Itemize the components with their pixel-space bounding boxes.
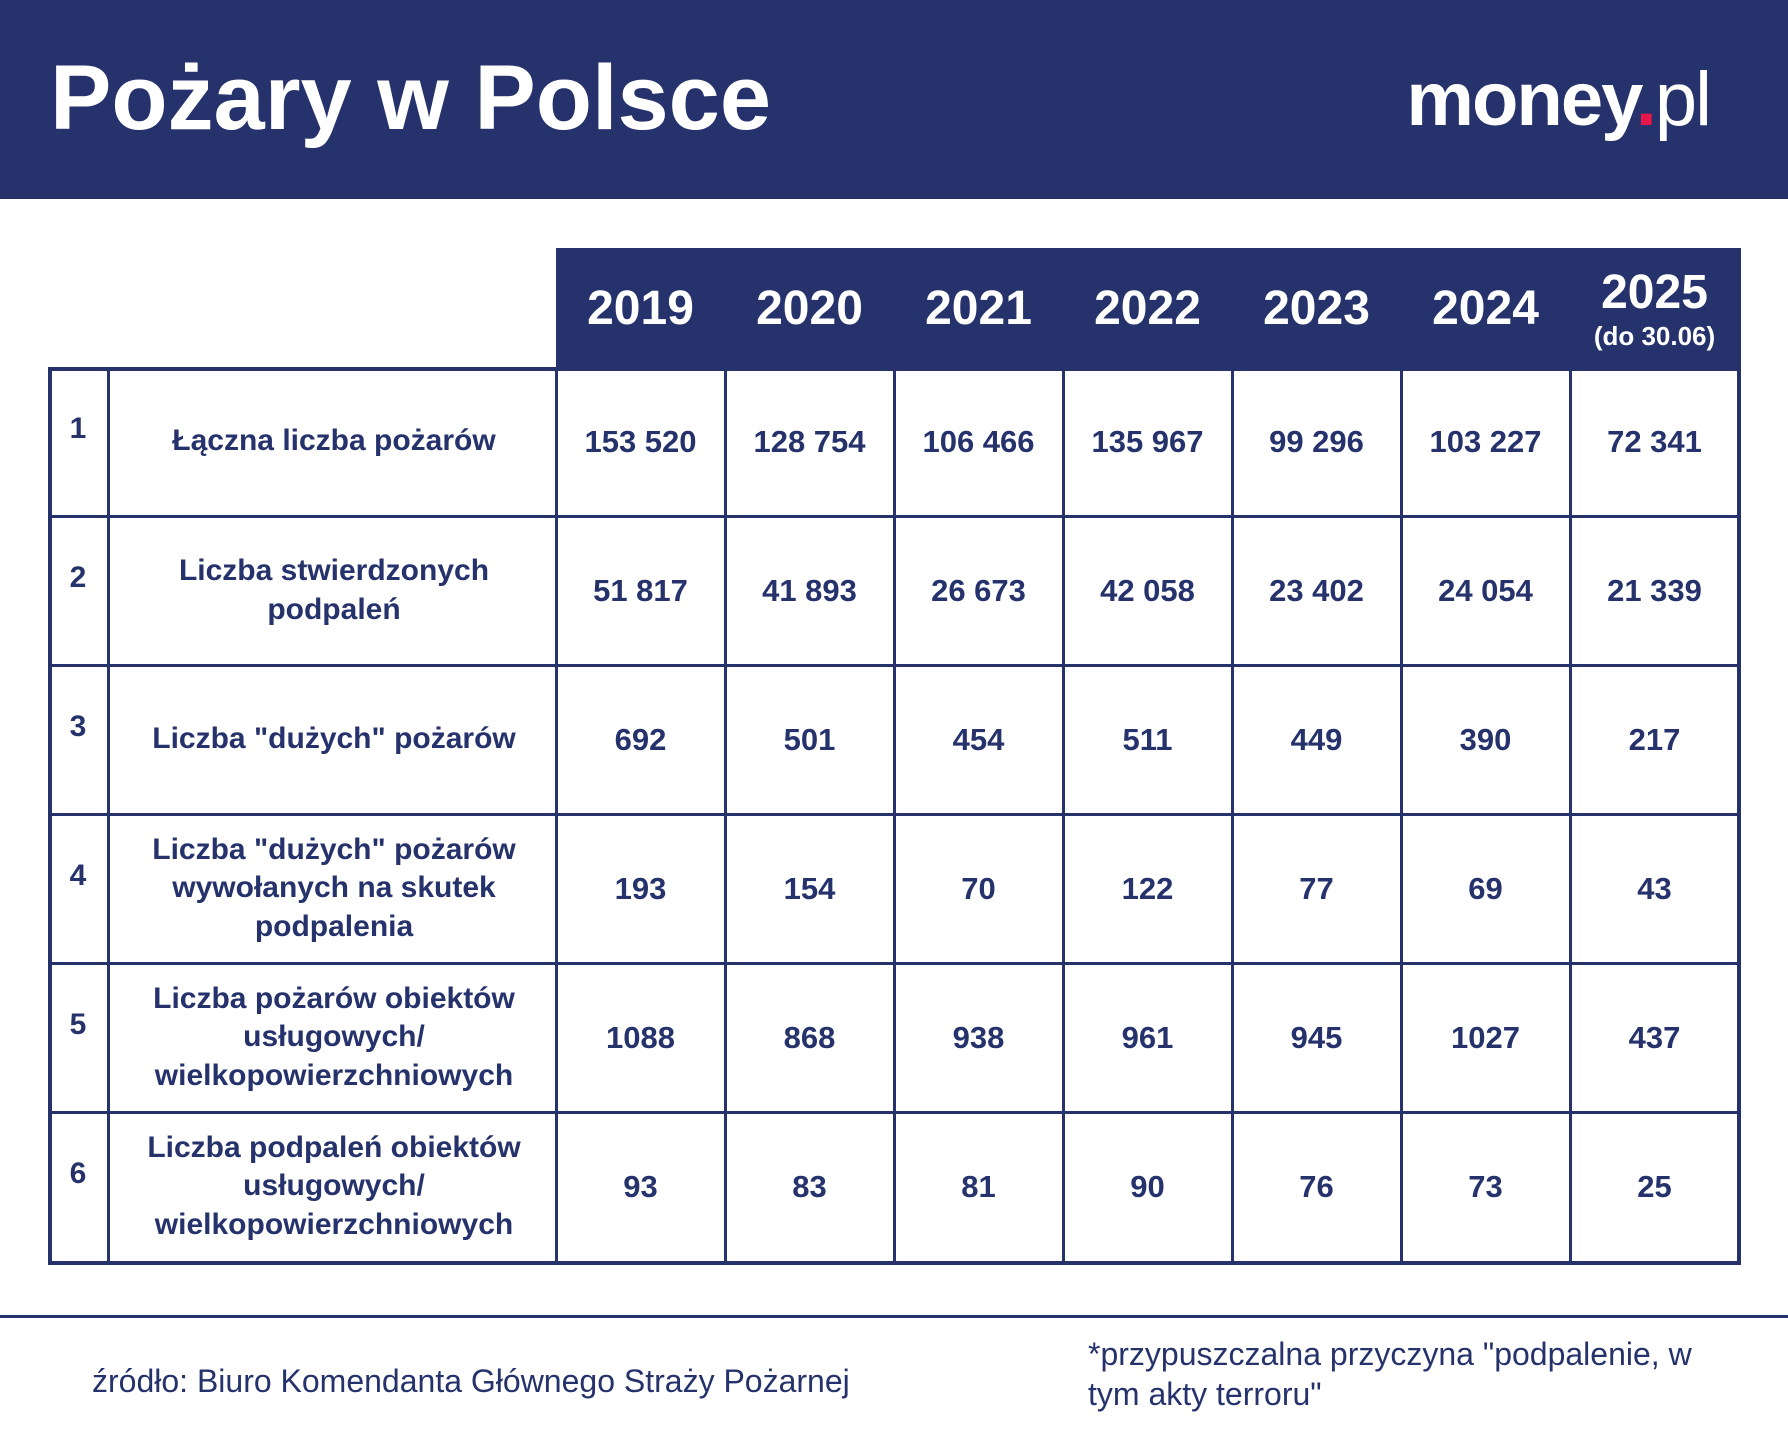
- value-cell: 454: [952, 721, 1005, 757]
- logo-dot: .: [1635, 57, 1657, 142]
- value-cell: 1027: [1451, 1019, 1520, 1055]
- value-cell: 21 339: [1607, 572, 1702, 608]
- value-cell: 81: [961, 1168, 996, 1204]
- year-header-2023: 2023: [1232, 248, 1401, 370]
- year-label: 2024: [1432, 282, 1539, 335]
- year-label: 2023: [1263, 282, 1370, 335]
- value-cell: 501: [783, 721, 836, 757]
- logo-suffix: pl: [1654, 57, 1712, 142]
- row-divider: [48, 1111, 1741, 1114]
- value-cell: 103 227: [1429, 423, 1542, 459]
- year-header-2024: 2024: [1401, 248, 1570, 370]
- value-cell: 868: [783, 1019, 836, 1055]
- value-cell: 945: [1290, 1019, 1343, 1055]
- year-header-2022: 2022: [1063, 248, 1232, 370]
- value-cell: 51 817: [593, 572, 688, 608]
- column-divider: [1062, 367, 1065, 1265]
- value-cell: 99 296: [1269, 423, 1364, 459]
- row-divider: [48, 515, 1741, 518]
- value-cell: 153 520: [584, 423, 697, 459]
- value-cell: 106 466: [922, 423, 1035, 459]
- value-cell: 70: [961, 870, 996, 906]
- value-cell: 93: [623, 1168, 658, 1204]
- year-label: 2025: [1601, 266, 1708, 319]
- column-divider: [1231, 367, 1234, 1265]
- value-cell: 135 967: [1091, 423, 1204, 459]
- column-divider: [1400, 367, 1403, 1265]
- year-label: 2019: [587, 282, 694, 335]
- year-header-2020: 2020: [725, 248, 894, 370]
- value-cell: 128 754: [753, 423, 866, 459]
- value-cell: 23 402: [1269, 572, 1364, 608]
- year-header-band: [556, 248, 1741, 370]
- year-header-2021: 2021: [894, 248, 1063, 370]
- value-cell: 449: [1290, 721, 1343, 757]
- page-title: Pożary w Polsce: [50, 47, 771, 149]
- year-header-2019: 2019: [556, 248, 725, 370]
- value-cell: 122: [1121, 870, 1174, 906]
- value-cell: 154: [783, 870, 836, 906]
- column-divider: [724, 367, 727, 1265]
- value-cell: 193: [614, 870, 667, 906]
- brand-logo: money.pl: [1406, 62, 1712, 138]
- value-cell: 26 673: [931, 572, 1026, 608]
- year-label: 2021: [925, 282, 1032, 335]
- column-divider: [107, 367, 110, 1265]
- value-cell: 24 054: [1438, 572, 1533, 608]
- value-cell: 1088: [606, 1019, 675, 1055]
- value-cell: 83: [792, 1168, 827, 1204]
- value-cell: 390: [1459, 721, 1512, 757]
- row-label: Liczba pożarów obiektów usługowych/ wiel…: [153, 981, 515, 1092]
- value-cell: 217: [1628, 721, 1681, 757]
- value-cell: 43: [1637, 870, 1672, 906]
- row-number: 3: [69, 710, 87, 744]
- year-note: (do 30.06): [1593, 321, 1716, 351]
- year-label: 2020: [756, 282, 863, 335]
- value-cell: 73: [1468, 1168, 1503, 1204]
- logo-main: money: [1406, 57, 1637, 142]
- row-number: 4: [69, 859, 87, 893]
- header-bar: Pożary w Polsce money.pl: [0, 0, 1788, 199]
- row-label: Łączna liczba pożarów: [172, 424, 496, 458]
- value-cell: 25: [1637, 1168, 1672, 1204]
- column-divider: [1569, 367, 1572, 1265]
- footnote: *przypuszczalna przyczyna "podpalenie, w…: [1088, 1336, 1692, 1412]
- value-cell: 41 893: [762, 572, 857, 608]
- row-divider: [48, 813, 1741, 816]
- value-cell: 938: [952, 1019, 1005, 1055]
- row-label: Liczba stwierdzonych podpaleń: [178, 554, 490, 626]
- row-label: Liczba "dużych" pożarów wywołanych na sk…: [152, 832, 516, 943]
- row-label: Liczba podpaleń obiektów usługowych/ wie…: [147, 1130, 521, 1241]
- value-cell: 42 058: [1100, 572, 1195, 608]
- value-cell: 511: [1122, 721, 1173, 757]
- value-cell: 961: [1121, 1019, 1174, 1055]
- row-divider: [48, 962, 1741, 965]
- footer-divider: [0, 1315, 1788, 1318]
- row-number: 6: [69, 1157, 87, 1191]
- value-cell: 76: [1299, 1168, 1334, 1204]
- row-divider: [48, 664, 1741, 667]
- value-cell: 90: [1130, 1168, 1165, 1204]
- value-cell: 69: [1468, 870, 1503, 906]
- row-label: Liczba "dużych" pożarów: [152, 722, 516, 756]
- value-cell: 692: [614, 721, 667, 757]
- year-header-2025: 2025 (do 30.06): [1570, 248, 1739, 370]
- column-divider: [555, 367, 558, 1265]
- value-cell: 437: [1628, 1019, 1681, 1055]
- value-cell: 72 341: [1607, 423, 1702, 459]
- year-label: 2022: [1094, 282, 1201, 335]
- row-number: 2: [69, 561, 87, 595]
- row-number: 5: [69, 1008, 87, 1042]
- row-number: 1: [69, 412, 87, 446]
- column-divider: [893, 367, 896, 1265]
- source-note: źródło: Biuro Komendanta Głównego Straży…: [92, 1363, 850, 1399]
- value-cell: 77: [1299, 870, 1334, 906]
